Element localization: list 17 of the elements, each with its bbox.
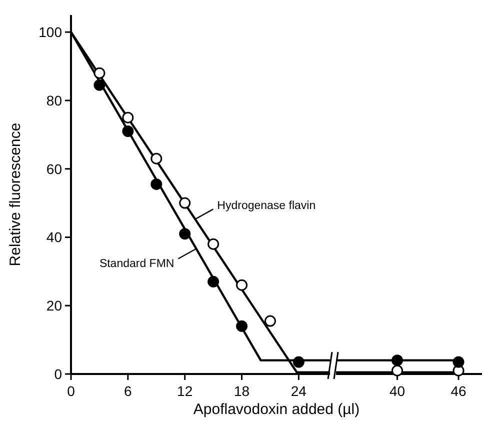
x-tick-label: 46 bbox=[450, 383, 467, 399]
y-tick-label: 60 bbox=[46, 160, 62, 177]
x-tick-label: 12 bbox=[177, 383, 193, 399]
x-tick-label: 24 bbox=[290, 383, 307, 399]
y-tick-label: 20 bbox=[46, 298, 62, 314]
y-tick-label: 100 bbox=[38, 24, 62, 40]
x-tick-label: 40 bbox=[389, 383, 406, 399]
text: Standard FMN bbox=[99, 258, 174, 270]
x-tick-label: 0 bbox=[67, 383, 76, 399]
y-tick-label: 40 bbox=[46, 229, 62, 246]
x-tick-label: 6 bbox=[124, 383, 132, 399]
x-axis-title: Apoflavodoxin added (µl) bbox=[193, 401, 360, 418]
x-tick-label: 18 bbox=[234, 383, 250, 399]
y-tick-label: 0 bbox=[54, 366, 62, 382]
y-axis-title: Relative fluorescence bbox=[7, 122, 24, 266]
y-tick-label: 80 bbox=[46, 92, 62, 108]
legend-label: Hydrogenase flavin bbox=[217, 200, 316, 212]
